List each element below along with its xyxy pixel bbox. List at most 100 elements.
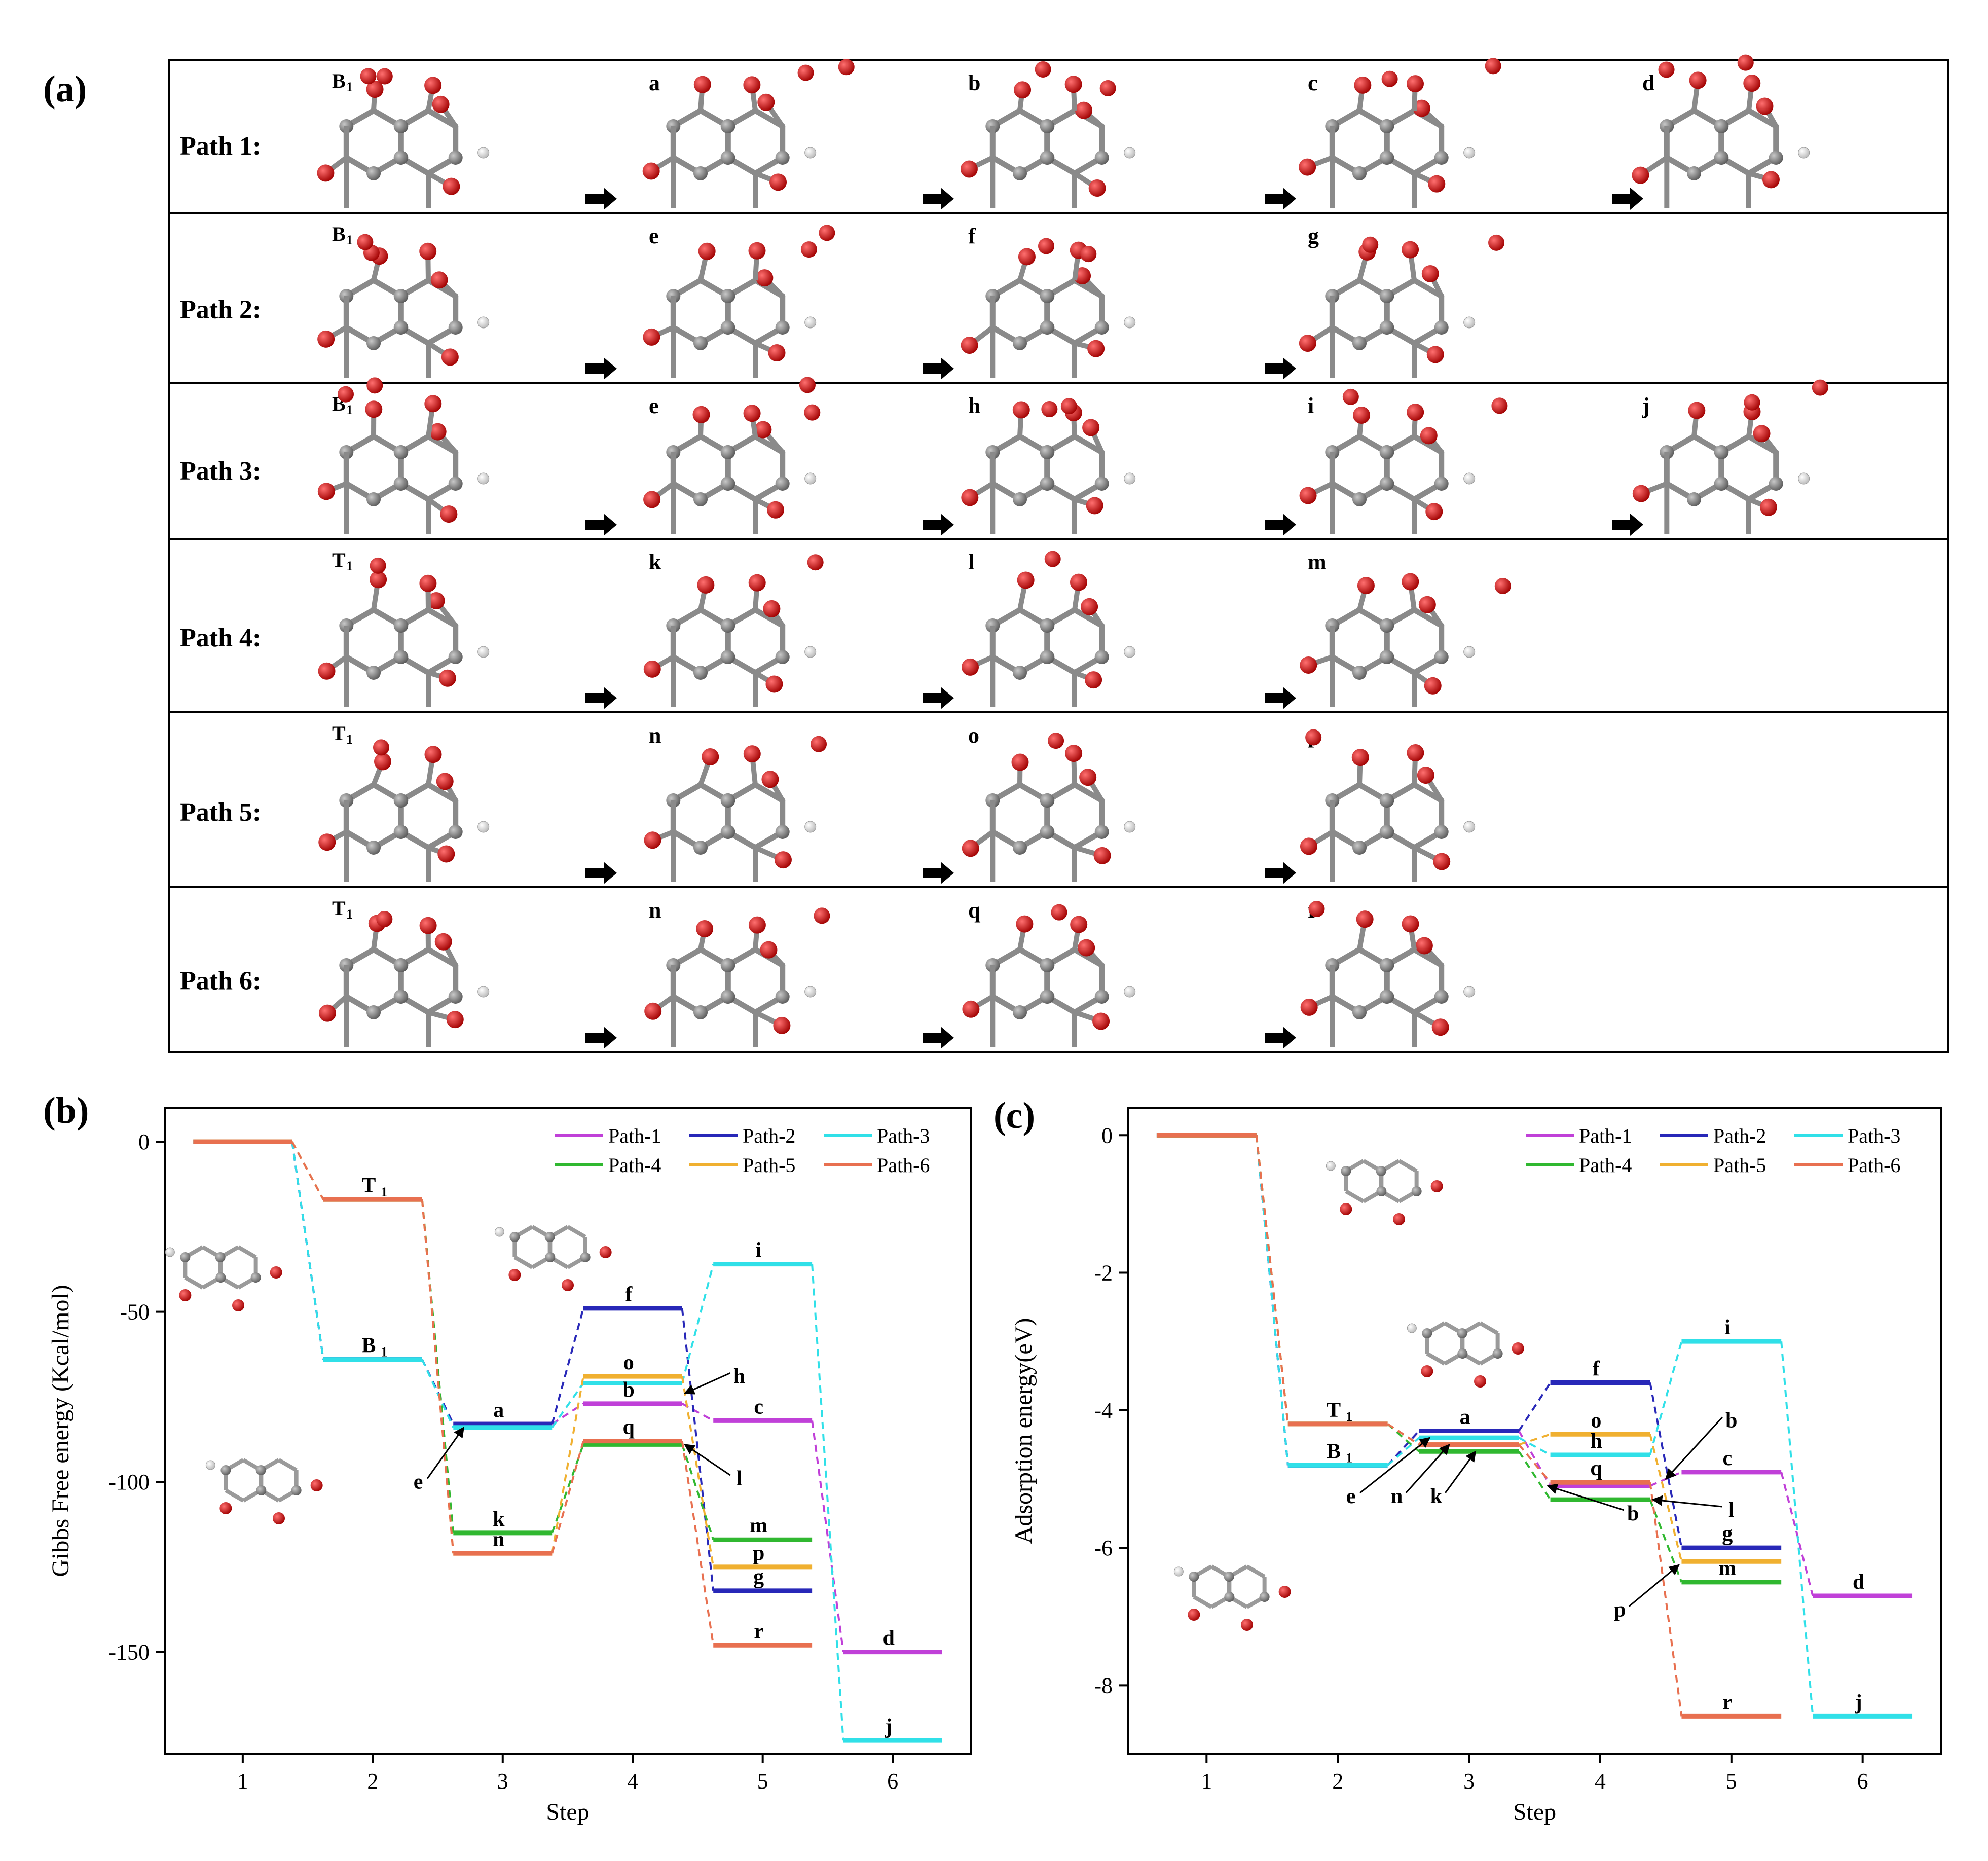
carbon-atom bbox=[393, 477, 408, 491]
level-label: i bbox=[1724, 1316, 1731, 1339]
reaction-arrow bbox=[1265, 514, 1296, 536]
oxygen-atom bbox=[1744, 394, 1760, 411]
oxygen-atom bbox=[1407, 744, 1424, 761]
carbon-atom bbox=[1013, 841, 1027, 855]
oxygen-atom bbox=[424, 746, 442, 763]
molecule-model bbox=[961, 398, 1136, 534]
level-label: T bbox=[361, 1174, 376, 1197]
reaction-arrow bbox=[923, 687, 954, 709]
molecule-model bbox=[1299, 58, 1501, 208]
reaction-arrow bbox=[1265, 1027, 1296, 1049]
carbon-atom bbox=[215, 1272, 226, 1283]
oxygen-atom bbox=[748, 916, 766, 934]
oxygen-atom bbox=[1415, 937, 1433, 955]
oxygen-atom bbox=[692, 406, 710, 423]
oxygen-atom bbox=[232, 1299, 244, 1311]
transition-line bbox=[421, 1359, 455, 1428]
state-label-sub: 1 bbox=[346, 233, 353, 247]
x-axis-title: Step bbox=[546, 1799, 589, 1826]
transition-line bbox=[1649, 1382, 1683, 1548]
oxygen-atom bbox=[1188, 1609, 1200, 1621]
oxygen-atom bbox=[838, 59, 855, 76]
hydrogen-atom bbox=[1407, 1323, 1417, 1333]
molecule-inset bbox=[1173, 1564, 1291, 1631]
level-label: o bbox=[1591, 1409, 1601, 1432]
level-label: g bbox=[1722, 1522, 1733, 1546]
carbon-atom bbox=[1379, 793, 1394, 808]
bond bbox=[1072, 782, 1105, 804]
oxygen-atom bbox=[440, 505, 458, 523]
level-label: B bbox=[1327, 1440, 1341, 1463]
series-path-1 bbox=[1156, 1133, 1913, 1598]
oxygen-atom bbox=[1425, 503, 1443, 521]
molecule-inset bbox=[1407, 1321, 1524, 1388]
path-label: Path 2: bbox=[180, 296, 261, 324]
oxygen-atom bbox=[318, 1004, 336, 1022]
carbon-atom bbox=[720, 825, 735, 839]
annotation-arrow bbox=[683, 1372, 731, 1395]
oxygen-atom bbox=[1093, 847, 1111, 864]
transition-line bbox=[681, 1441, 715, 1646]
carbon-atom bbox=[720, 151, 735, 165]
carbon-atom bbox=[250, 1272, 261, 1283]
transition-line bbox=[1518, 1433, 1551, 1446]
carbon-atom bbox=[775, 320, 790, 335]
carbon-atom bbox=[693, 336, 708, 350]
carbon-atom bbox=[1714, 151, 1728, 165]
path-label: Path 3: bbox=[180, 457, 261, 486]
carbon-atom bbox=[1013, 336, 1027, 350]
oxygen-atom bbox=[1351, 749, 1369, 767]
oxygen-atom bbox=[1017, 571, 1035, 589]
y-tick-label: -6 bbox=[1094, 1536, 1113, 1560]
oxygen-atom bbox=[1353, 406, 1371, 424]
transition-line bbox=[551, 1382, 584, 1428]
y-tick-label: -100 bbox=[108, 1470, 150, 1494]
carbon-atom bbox=[1379, 990, 1394, 1004]
reaction-arrow bbox=[1265, 188, 1296, 210]
carbon-atom bbox=[1714, 445, 1728, 459]
carbon-atom bbox=[393, 990, 408, 1004]
annotation-label: n bbox=[1391, 1485, 1403, 1508]
annotation-arrow bbox=[1405, 1444, 1450, 1493]
oxygen-atom bbox=[800, 241, 817, 258]
oxygen-atom bbox=[1512, 1342, 1524, 1355]
carbon-atom bbox=[1379, 477, 1394, 491]
molecule-model bbox=[1300, 573, 1511, 707]
molecule-model bbox=[318, 557, 490, 707]
carbon-atom bbox=[1040, 477, 1054, 491]
carbon-atom bbox=[1040, 990, 1054, 1004]
hydrogen-atom bbox=[1463, 821, 1476, 833]
oxygen-atom bbox=[643, 328, 660, 346]
carbon-atom bbox=[720, 990, 735, 1004]
oxygen-atom bbox=[419, 917, 437, 934]
state-label: T bbox=[332, 549, 346, 571]
bond bbox=[1398, 1159, 1418, 1173]
transition-line bbox=[291, 1141, 324, 1200]
carbon-atom bbox=[1769, 151, 1783, 165]
transition-line bbox=[1518, 1444, 1552, 1483]
oxygen-atom bbox=[1488, 234, 1505, 251]
hydrogen-atom bbox=[494, 1227, 504, 1237]
reaction-arrow bbox=[923, 1027, 954, 1049]
oxygen-atom bbox=[1402, 573, 1419, 591]
panel-b-gibbs-chart: 1 2 3 4 5 6 0 -50 -100 -150 Step Gibbs Free energy … bbox=[47, 1107, 972, 1826]
oxygen-atom bbox=[1431, 1018, 1449, 1036]
x-tick-label: 4 bbox=[1595, 1769, 1606, 1794]
hydrogen-atom bbox=[1124, 821, 1136, 833]
oxygen-atom bbox=[1305, 729, 1322, 746]
level-label-sub: 1 bbox=[1346, 1450, 1352, 1465]
hydrogen-atom bbox=[477, 646, 490, 658]
molecule-model bbox=[643, 377, 821, 534]
oxygen-atom bbox=[1485, 58, 1501, 75]
annotation-arrow bbox=[426, 1427, 465, 1479]
state-label: i bbox=[1308, 393, 1314, 418]
oxygen-atom bbox=[317, 483, 335, 500]
state-label-sub: 1 bbox=[346, 80, 353, 94]
carbon-atom bbox=[1013, 492, 1027, 506]
level-label: p bbox=[753, 1542, 764, 1565]
oxygen-atom bbox=[1689, 71, 1707, 89]
x-tick-label: 6 bbox=[1857, 1769, 1868, 1794]
carbon-atom bbox=[448, 825, 463, 839]
carbon-atom bbox=[1352, 666, 1367, 680]
carbon-atom bbox=[366, 166, 381, 180]
